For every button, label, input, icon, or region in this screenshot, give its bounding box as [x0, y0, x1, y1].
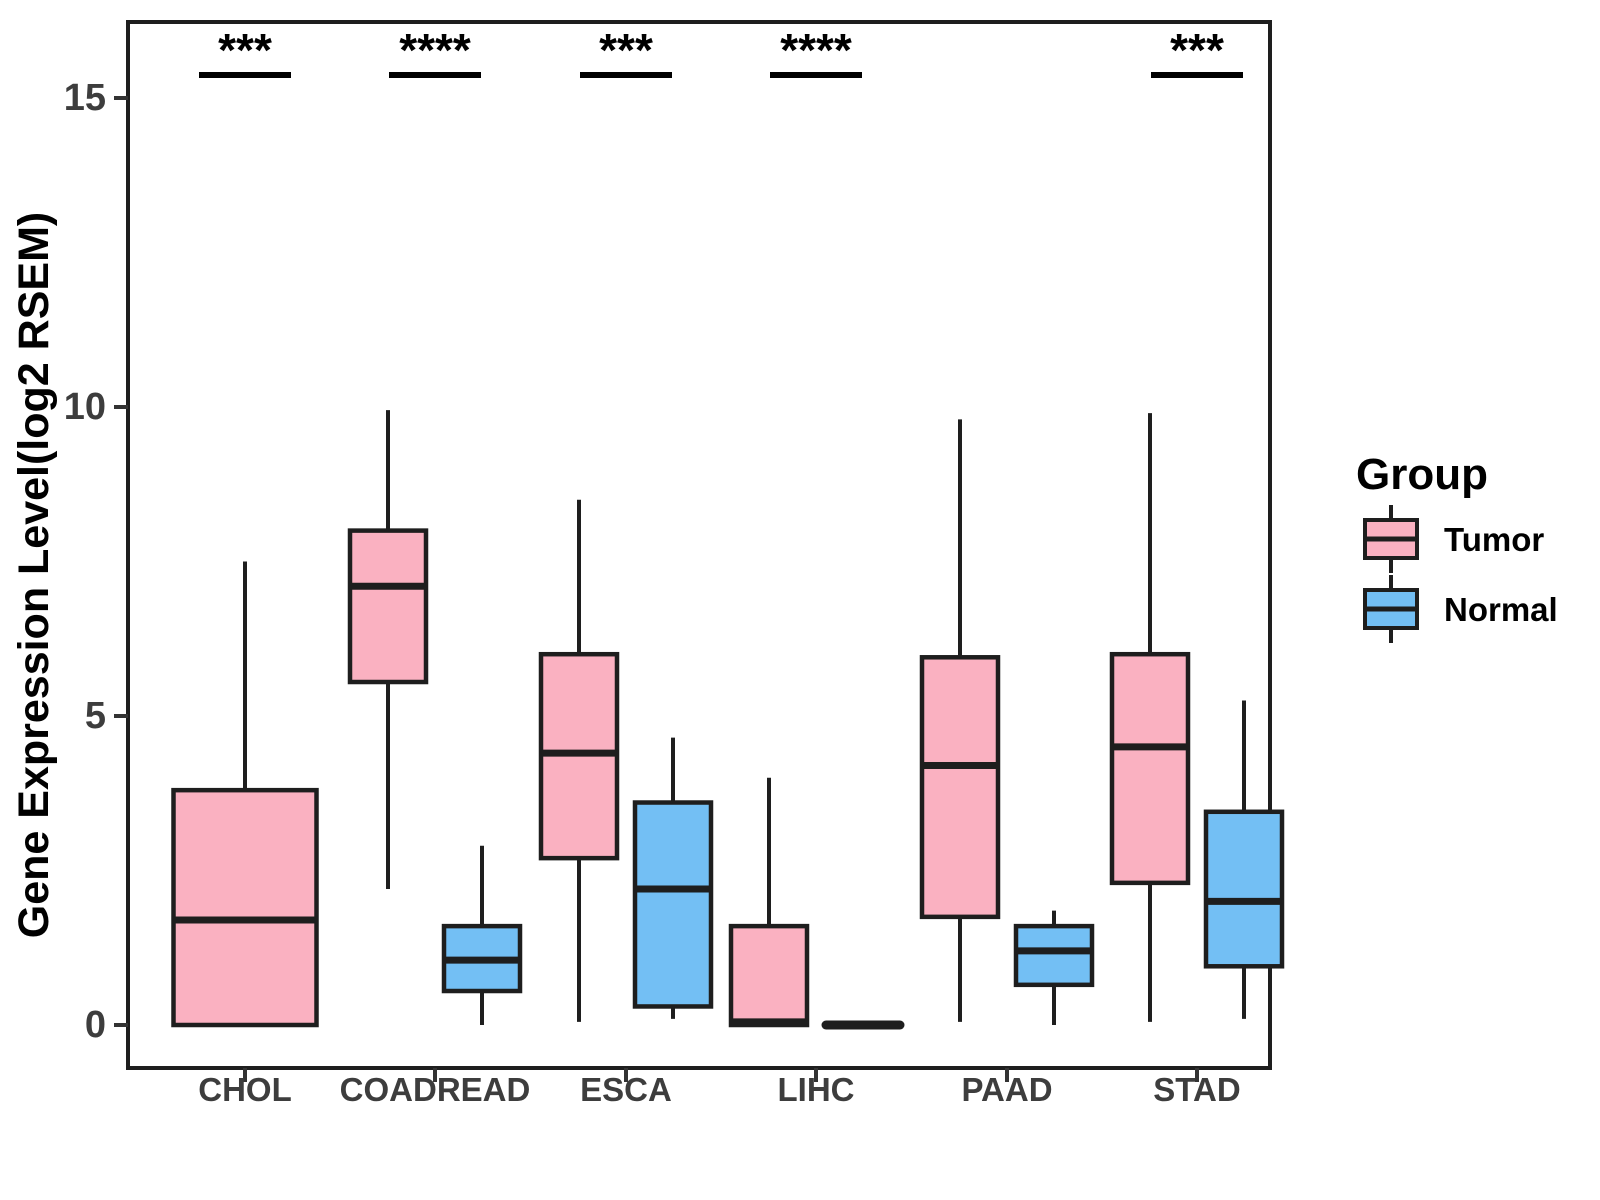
x-label-stad: STAD	[1153, 1071, 1240, 1108]
legend-label-normal: Normal	[1444, 591, 1558, 628]
x-label-esca: ESCA	[580, 1071, 672, 1108]
legend-title: Group	[1356, 450, 1488, 499]
significance-stars-esca: ***	[599, 24, 653, 76]
chart-geometry	[114, 72, 1419, 1082]
legend-label-tumor: Tumor	[1444, 521, 1544, 558]
box-tumor-paad	[919, 655, 1001, 920]
y-tick-label-15: 15	[64, 77, 106, 119]
y-tick-label-0: 0	[85, 1004, 106, 1046]
box-tumor-stad	[1109, 651, 1191, 886]
significance-stars-lihc: ****	[780, 24, 852, 76]
significance-bar-esca	[580, 72, 672, 78]
significance-bar-lihc	[770, 72, 862, 78]
box-normal-esca	[632, 800, 714, 1009]
box-normal-stad	[1203, 809, 1285, 969]
significance-stars-stad: ***	[1170, 24, 1224, 76]
box-tumor-lihc	[728, 923, 810, 1028]
plot-panel-border	[126, 20, 1272, 1070]
x-label-coadread: COADREAD	[340, 1071, 531, 1108]
box-tumor-chol	[171, 787, 319, 1028]
significance-bar-coadread	[389, 72, 481, 78]
significance-stars-chol: ***	[218, 24, 272, 76]
y-axis-title: Gene Expression Level(log2 RSEM)	[10, 212, 58, 938]
significance-stars-coadread: ****	[399, 24, 471, 76]
x-label-paad: PAAD	[961, 1071, 1052, 1108]
significance-bar-chol	[199, 72, 291, 78]
x-label-lihc: LIHC	[778, 1071, 855, 1108]
box-tumor-coadread	[347, 528, 429, 685]
box-normal-paad	[1013, 923, 1095, 988]
y-tick-label-10: 10	[64, 386, 106, 428]
y-tick-label-5: 5	[85, 695, 106, 737]
significance-bar-stad	[1151, 72, 1243, 78]
x-label-chol: CHOL	[198, 1071, 292, 1108]
